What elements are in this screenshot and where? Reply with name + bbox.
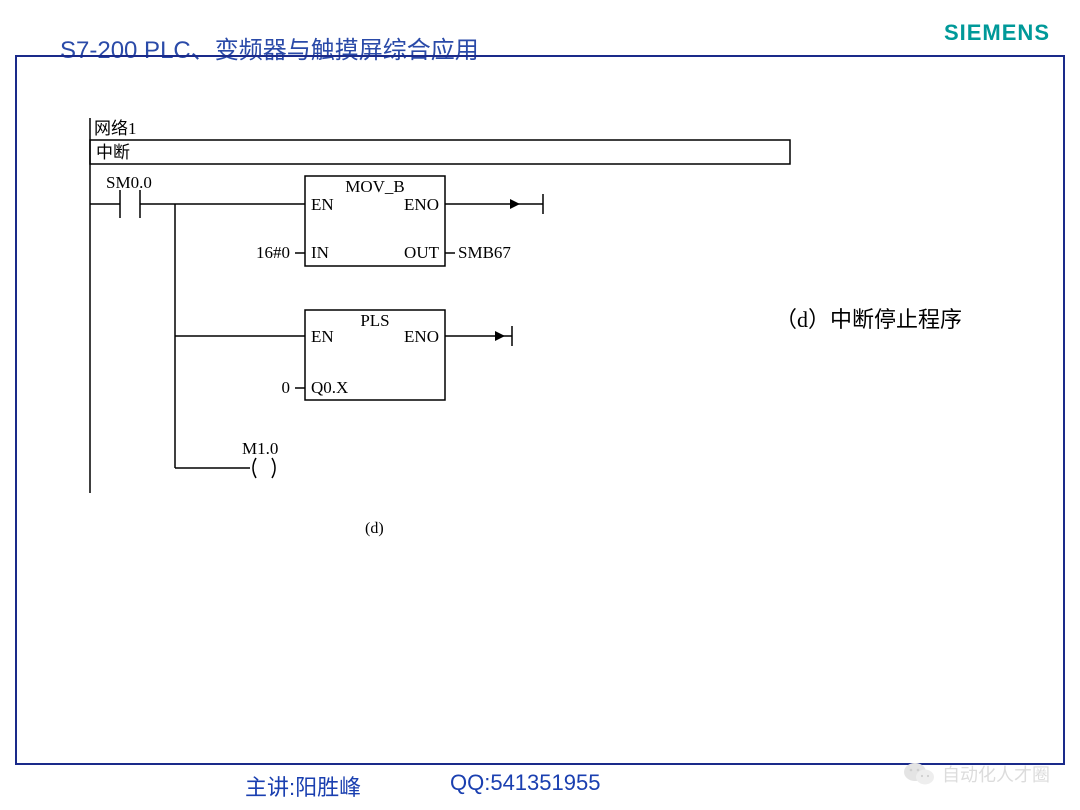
comment-text: 中断: [96, 143, 130, 162]
footer-lecturer: 主讲:阳胜峰: [245, 770, 361, 802]
contact-label: SM0.0: [106, 173, 152, 192]
block-mov-b-name: MOV_B: [345, 177, 405, 196]
block-pls-q: Q0.X: [311, 378, 348, 397]
brand-logo: SIEMENS: [944, 20, 1050, 46]
coil-left-paren: [253, 458, 256, 478]
block-pls-q-val: 0: [282, 378, 291, 397]
footer-qq: QQ:541351955: [450, 770, 600, 796]
block-mov-b-out: OUT: [404, 243, 440, 262]
block-mov-b-in: IN: [311, 243, 329, 262]
block-mov-b-en: EN: [311, 195, 334, 214]
eno-arrow-1: [510, 199, 520, 209]
watermark: 自动化人才圈: [902, 760, 1050, 788]
block-pls-name: PLS: [360, 311, 389, 330]
block-pls-en: EN: [311, 327, 334, 346]
coil-label: M1.0: [242, 439, 278, 458]
ladder-diagram: 网络1 中断 SM0.0 MOV_B EN ENO IN OUT 16#0 SM…: [80, 118, 840, 548]
comment-box: [90, 140, 790, 164]
eno-arrow-2: [495, 331, 505, 341]
block-mov-b-eno: ENO: [404, 195, 439, 214]
watermark-text: 自动化人才圈: [942, 761, 1050, 787]
figure-sublabel: (d): [365, 520, 384, 537]
wechat-icon: [902, 760, 936, 788]
block-mov-b-out-val: SMB67: [458, 243, 511, 262]
block-mov-b-in-val: 16#0: [256, 243, 290, 262]
coil-right-paren: [272, 458, 275, 478]
network-label: 网络1: [94, 119, 137, 138]
block-pls-eno: ENO: [404, 327, 439, 346]
